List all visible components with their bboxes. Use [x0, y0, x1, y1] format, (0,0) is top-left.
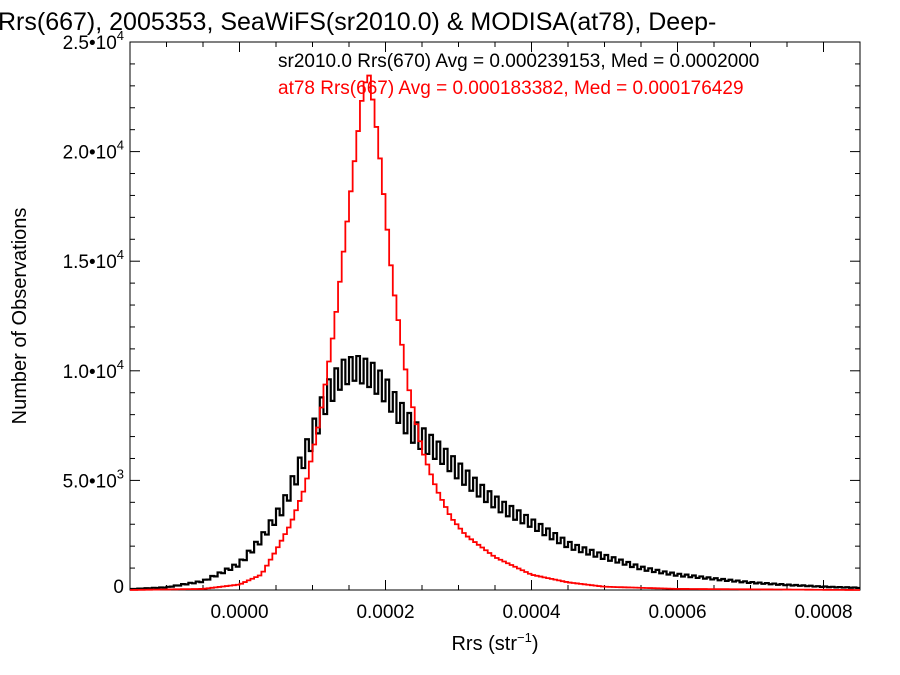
- chart-title: Rrs(667), 2005353, SeaWiFS(sr2010.0) & M…: [0, 8, 716, 36]
- series-sr2010-histogram: [130, 354, 860, 591]
- x-tick-label: 0.0002: [356, 602, 414, 623]
- x-tick-label: 0.0006: [648, 602, 706, 623]
- x-axis-title-superscript: −1: [517, 630, 532, 645]
- y-tick-label: 2.5•104: [63, 28, 124, 54]
- legend-entry-at78: at78 Rrs(667) Avg = 0.000183382, Med = 0…: [278, 78, 744, 99]
- y-axis: 0 5.0•103 1.0•104 1.5•104 2.0•104 2.5•104: [63, 28, 860, 598]
- x-axis: 0.0000 0.0002 0.0004 0.0006 0.0008: [166, 42, 861, 623]
- series-layer: [130, 74, 860, 591]
- y-tick-label: 1.0•104: [63, 357, 124, 383]
- series-at78-histogram: [130, 74, 860, 591]
- y-tick-label: 0: [113, 577, 124, 598]
- y-tick-label: 2.0•104: [63, 138, 124, 164]
- y-tick-label: 1.5•104: [63, 247, 124, 273]
- legend-entry-sr2010: sr2010.0 Rrs(670) Avg = 0.000239153, Med…: [278, 51, 759, 72]
- x-axis-title: Rrs (str−1): [451, 630, 538, 655]
- x-tick-label: 0.0008: [794, 602, 852, 623]
- y-axis-title: Number of Observations: [9, 208, 31, 425]
- y-tick-label: 5.0•103: [63, 466, 124, 492]
- x-tick-label: 0.0000: [210, 602, 268, 623]
- x-tick-label: 0.0004: [502, 602, 561, 623]
